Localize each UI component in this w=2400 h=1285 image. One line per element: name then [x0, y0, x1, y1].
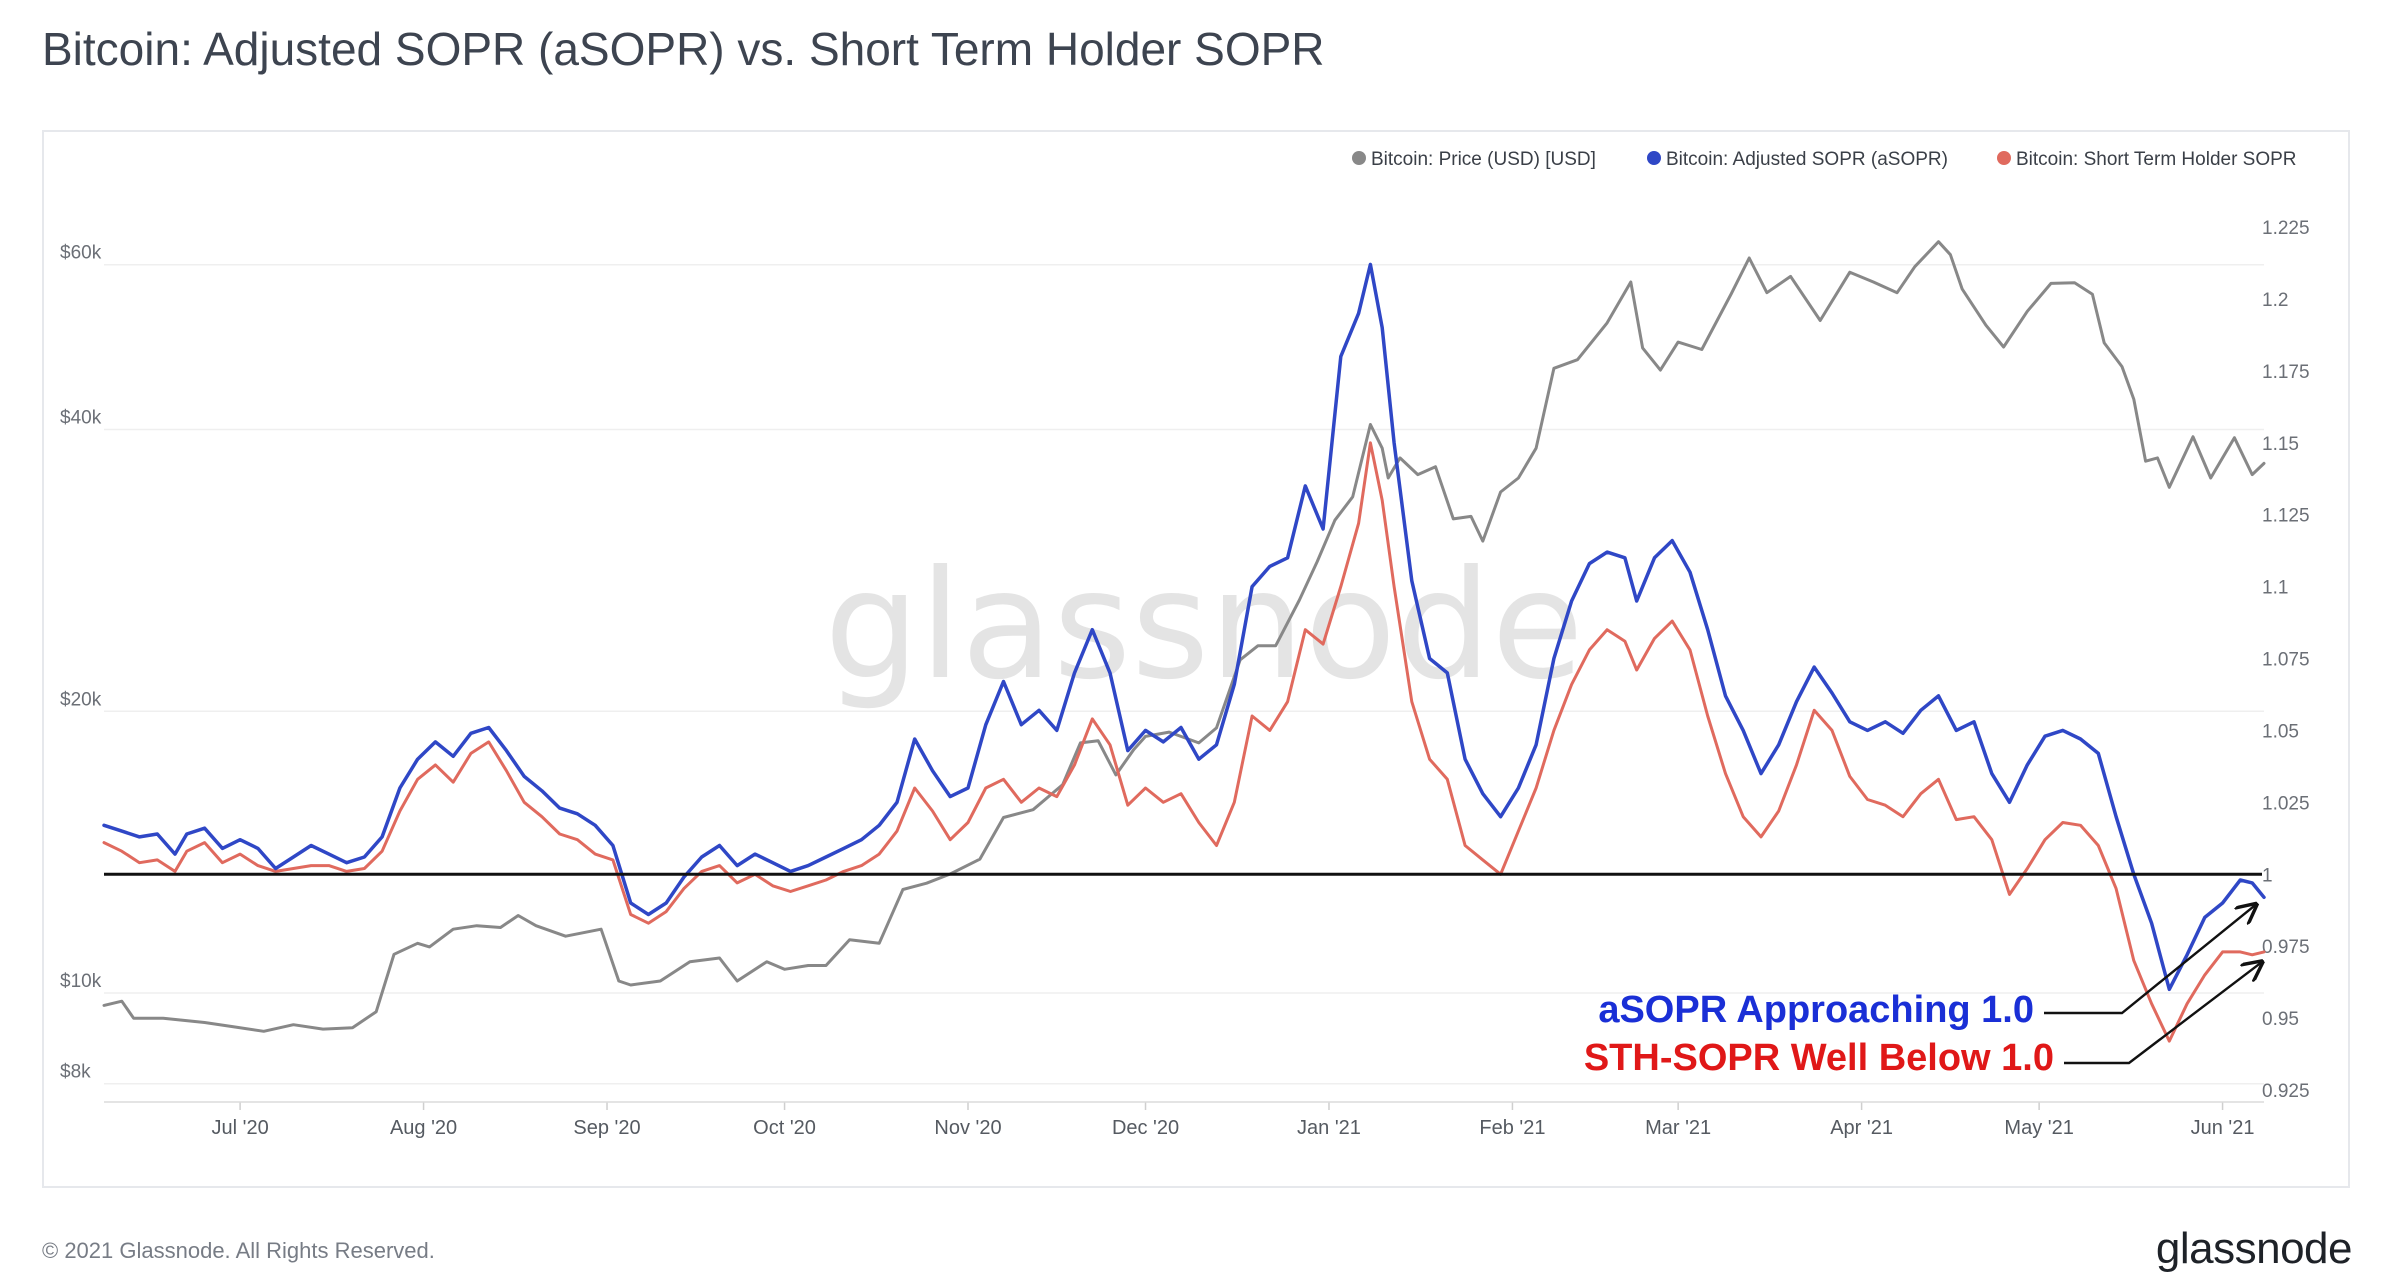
x-tick-label: Feb '21	[1479, 1117, 1545, 1139]
y-right-tick-label: 1.2	[2262, 290, 2288, 311]
y-right-tick-label: 0.975	[2262, 937, 2310, 958]
y-right-tick-label: 1.175	[2262, 362, 2310, 383]
legend-item-price: Bitcoin: Price (USD) [USD]	[1352, 149, 1596, 170]
copyright-text: © 2021 Glassnode. All Rights Reserved.	[42, 1238, 435, 1263]
asopr-line	[102, 262, 2266, 992]
legend-label: Bitcoin: Adjusted SOPR (aSOPR)	[1666, 149, 1948, 170]
y-left-tick-label: $10k	[60, 971, 102, 992]
sth-sopr-line	[102, 441, 2266, 1043]
gridlines	[104, 263, 2264, 1085]
annotation-sth: STH-SOPR Well Below 1.0	[1584, 962, 2262, 1079]
y-right-tick-label: 1.075	[2262, 650, 2310, 671]
y-axis-left: $8k $10k $20k $40k $60k	[60, 243, 102, 1083]
glassnode-logo: glassnode	[2155, 1224, 2353, 1273]
y-right-tick-label: 1	[2262, 865, 2273, 886]
x-tick-label: Aug '20	[390, 1117, 457, 1139]
annotation-arrow	[2044, 904, 2256, 1015]
annotation-asopr: aSOPR Approaching 1.0	[1598, 904, 2256, 1031]
y-right-tick-label: 0.95	[2262, 1009, 2299, 1030]
x-tick-label: Jul '20	[212, 1117, 269, 1139]
price-line	[102, 240, 2266, 1033]
y-axis-right: 1.225 1.2 1.175 1.15 1.125 1.1 1.075 1.05 1.025 1…	[2262, 218, 2310, 1102]
x-tick-label: Jun '21	[2191, 1117, 2255, 1139]
y-right-tick-label: 1.05	[2262, 721, 2299, 742]
legend-marker	[1647, 151, 1661, 165]
y-left-tick-label: $8k	[60, 1062, 91, 1083]
legend-marker	[1997, 151, 2011, 165]
y-right-tick-label: 1.025	[2262, 793, 2310, 814]
y-right-tick-label: 1.1	[2262, 578, 2288, 599]
x-tick-label: Nov '20	[934, 1117, 1001, 1139]
annotations: aSOPR Approaching 1.0 STH-SOPR Well Below…	[1584, 904, 2262, 1079]
y-left-tick-label: $40k	[60, 408, 102, 429]
chart-svg: glassnode $8k$10k$20k$40k$60k 1.2251.21.…	[60, 149, 2310, 1139]
x-tick-label: May '21	[2004, 1117, 2073, 1139]
legend-label: Bitcoin: Price (USD) [USD]	[1371, 149, 1596, 170]
legend-item-asopr: Bitcoin: Adjusted SOPR (aSOPR)	[1647, 149, 1948, 170]
page-title: Bitcoin: Adjusted SOPR (aSOPR) vs. Short…	[42, 23, 1325, 75]
x-tick-label: Mar '21	[1645, 1117, 1711, 1139]
y-right-tick-label: 1.225	[2262, 218, 2310, 239]
legend-label: Bitcoin: Short Term Holder SOPR	[2016, 149, 2297, 170]
legend-marker	[1352, 151, 1366, 165]
x-tick-label: Sep '20	[573, 1117, 640, 1139]
y-right-tick-label: 1.125	[2262, 506, 2310, 527]
y-left-tick-label: $60k	[60, 243, 102, 264]
series-layer	[102, 240, 2266, 1043]
x-tick-label: Jan '21	[1297, 1117, 1361, 1139]
y-right-tick-label: 0.925	[2262, 1081, 2310, 1102]
x-tick-label: Dec '20	[1112, 1117, 1179, 1139]
watermark: glassnode	[824, 539, 1583, 713]
legend-item-sth: Bitcoin: Short Term Holder SOPR	[1997, 149, 2297, 170]
legend: Bitcoin: Price (USD) [USD] Bitcoin: Adjus…	[1352, 149, 2297, 170]
x-tick-label: Oct '20	[753, 1117, 816, 1139]
annotation-label: aSOPR Approaching 1.0	[1598, 989, 2034, 1031]
y-right-tick-label: 1.15	[2262, 434, 2299, 455]
x-axis: Jul '20 Aug '20 Sep '20 Oct '20 Nov '20 Dec '…	[104, 1101, 2264, 1139]
annotation-label: STH-SOPR Well Below 1.0	[1584, 1037, 2054, 1079]
chart-frame: glassnode $8k $10k $20k $40k $60k 1.225 1.2 1.…	[42, 130, 2350, 1188]
annotation-arrow	[2064, 962, 2262, 1065]
x-tick-label: Apr '21	[1830, 1117, 1893, 1139]
y-left-tick-label: $20k	[60, 689, 102, 710]
